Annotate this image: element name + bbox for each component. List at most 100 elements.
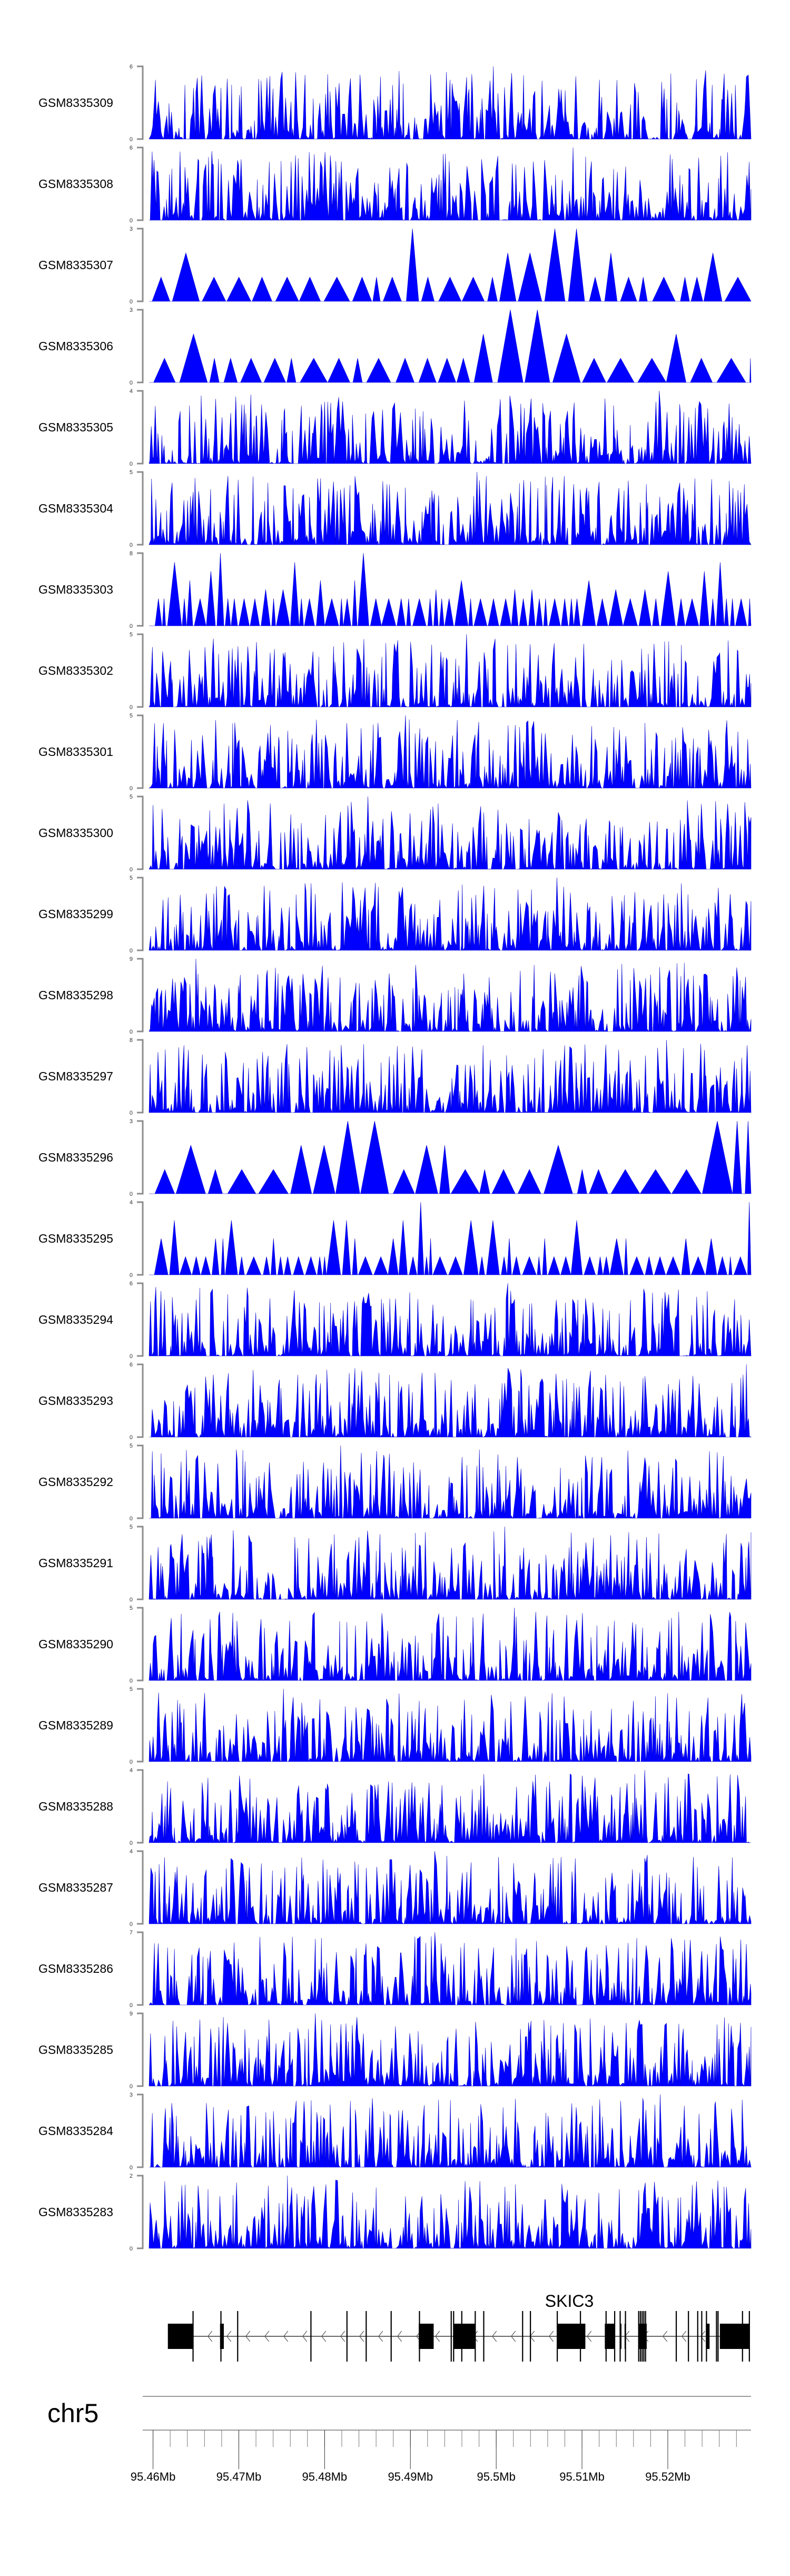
gene-track: SKIC3 [167,2292,750,2362]
y-tick-min: 0 [130,623,133,630]
track-label: GSM8335302 [38,664,113,677]
track-gsm8335301: GSM8335301 5 0 [38,713,752,792]
y-axis [137,1931,144,2006]
exon-mark [522,2311,524,2362]
y-axis [137,65,144,140]
y-axis [137,309,144,384]
exon-block [419,2324,434,2349]
track-label: GSM8335291 [38,1556,113,1570]
track-gsm8335300: GSM8335300 5 0 [38,794,752,873]
exon-block [620,2324,622,2349]
genome-axis: 95.46Mb 95.47Mb 95.48Mb 95.49Mb 95.5Mb 95.51M… [131,2396,751,2483]
track-gsm8335297: GSM8335297 8 0 [38,1037,752,1116]
y-tick-min: 0 [130,1678,133,1684]
coverage-signal [149,1688,752,1763]
track-label: GSM8335296 [38,1151,113,1164]
y-tick-min: 0 [130,1434,133,1441]
y-tick-min: 0 [130,1272,133,1279]
track-gsm8335286: GSM8335286 7 0 [38,1930,752,2009]
strand-arrow-icon [491,2331,497,2342]
coverage-signal [149,877,752,951]
strand-arrow-icon [397,2331,402,2342]
y-tick-max: 5 [130,632,133,638]
strand-arrow-icon [434,2331,440,2342]
y-tick-min: 0 [130,2083,133,2090]
y-tick-min: 0 [130,948,133,954]
exon-mark [701,2311,703,2362]
exon-mark [419,2311,420,2362]
y-axis [137,2093,144,2168]
exon-block [167,2324,193,2349]
coverage-signal [149,1202,752,1275]
track-label: GSM8335295 [38,1232,113,1245]
exon-mark [742,2311,743,2362]
y-tick-max: 2 [130,2173,133,2179]
track-label: GSM8335308 [38,177,113,191]
chromosome-label: chr5 [47,2398,98,2428]
y-tick-min: 0 [130,461,133,467]
coverage-signal [149,1851,752,1925]
y-axis [137,1444,144,1519]
track-label: GSM8335303 [38,583,113,596]
strand-arrow-icon [207,2331,213,2342]
y-tick-min: 0 [130,704,133,711]
coverage-signal [149,1120,752,1194]
y-tick-max: 3 [130,1118,133,1125]
coverage-signal [149,2175,752,2249]
track-label: GSM8335292 [38,1475,113,1489]
exon-mark [192,2311,194,2362]
track-gsm8335287: GSM8335287 4 0 [38,1849,752,1928]
y-axis [137,958,144,1033]
y-tick-max: 4 [130,1767,133,1774]
coverage-signal [149,1283,752,1357]
track-label: GSM8335283 [38,2205,113,2219]
track-gsm8335294: GSM8335294 6 0 [38,1281,752,1360]
y-axis [137,795,144,870]
track-gsm8335308: GSM8335308 6 0 [38,145,752,224]
x-tick-label: 95.51Mb [559,2470,605,2483]
y-tick-min: 0 [130,867,133,873]
y-tick-min: 0 [130,1353,133,1360]
y-axis [137,1607,144,1682]
strand-arrow-icon [264,2331,270,2342]
track-label: GSM8335294 [38,1313,113,1326]
y-tick-min: 0 [130,2165,133,2171]
y-axis [137,390,144,465]
coverage-signal [149,1445,752,1519]
track-gsm8335296: GSM8335296 3 0 [38,1118,752,1197]
track-gsm8335309: GSM8335309 6 0 [38,64,752,143]
track-gsm8335307: GSM8335307 3 0 [38,226,752,305]
y-tick-min: 0 [130,1597,133,1603]
y-tick-max: 9 [130,956,133,962]
track-label: GSM8335293 [38,1394,113,1408]
exon-block [557,2324,586,2349]
y-axis [137,2175,144,2249]
y-tick-min: 0 [130,380,133,386]
track-label: GSM8335285 [38,2043,113,2057]
y-axis [137,1201,144,1276]
y-axis [137,1039,144,1114]
track-label: GSM8335287 [38,1881,113,1894]
coverage-signal [149,1526,752,1600]
track-gsm8335298: GSM8335298 9 0 [38,956,752,1035]
y-tick-min: 0 [130,1840,133,1846]
y-tick-min: 0 [130,1759,133,1765]
coverage-signal [149,634,752,708]
exon-block [605,2324,615,2349]
y-axis [137,2012,144,2087]
coverage-signal [149,958,752,1033]
track-label: GSM8335284 [38,2124,113,2138]
y-tick-max: 3 [130,2092,133,2098]
exon-mark [638,2311,639,2362]
track-label: GSM8335304 [38,502,113,515]
y-tick-max: 9 [130,2011,133,2017]
exon-mark [556,2311,558,2362]
y-axis [137,1850,144,1925]
x-tick-label: 95.5Mb [477,2470,515,2483]
coverage-signal [149,1769,752,1843]
y-tick-min: 0 [130,1029,133,1035]
exon-mark [346,2311,348,2362]
y-tick-max: 8 [130,1037,133,1044]
track-label: GSM8335299 [38,907,113,921]
